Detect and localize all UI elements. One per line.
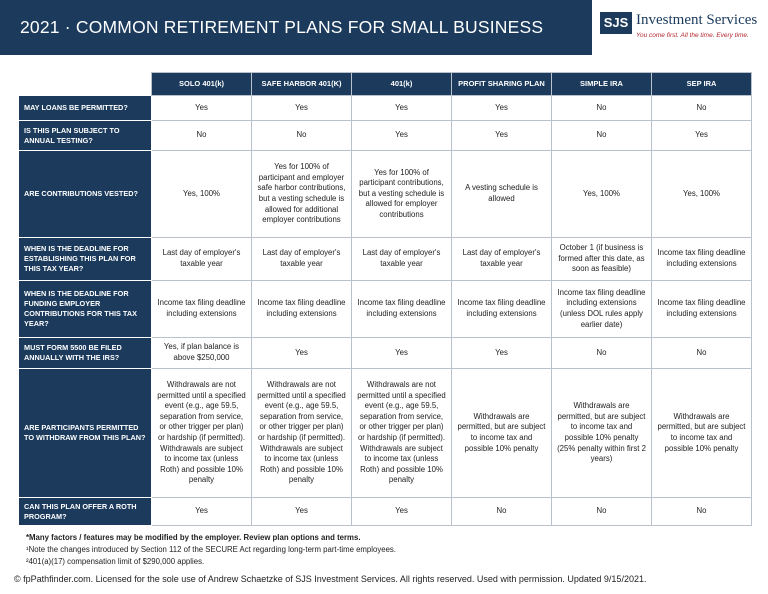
table-cell: No: [151, 120, 252, 151]
table-cell: A vesting schedule is allowed: [451, 150, 552, 238]
table-cell: Yes: [651, 120, 752, 151]
copyright: © fpPathfinder.com. Licensed for the sol…: [14, 574, 647, 584]
table-cell: Yes: [351, 95, 452, 121]
logo-name: Investment Services: [636, 12, 758, 28]
table-cell: Yes for 100% of participant contribution…: [351, 150, 452, 238]
row-label: ARE CONTRIBUTIONS VESTED?: [18, 150, 152, 238]
table-row: CAN THIS PLAN OFFER A ROTH PROGRAM? Yes Ye…: [18, 497, 752, 526]
row-label: IS THIS PLAN SUBJECT TO ANNUAL TESTING?: [18, 120, 152, 151]
table-cell: Yes: [351, 120, 452, 151]
table-cell: Income tax filing deadline including ext…: [651, 237, 752, 281]
table-cell: Income tax filing deadline including ext…: [351, 280, 452, 338]
header-row: SOLO 401(k) SAFE HARBOR 401(K) 401(k) PROFI…: [18, 72, 752, 96]
column-header: SAFE HARBOR 401(K): [251, 72, 352, 96]
table-cell: Yes for 100% of participant and employer…: [251, 150, 352, 238]
table-cell: Last day of employer's taxable year: [351, 237, 452, 281]
table-cell: Yes: [351, 337, 452, 369]
table-cell: Withdrawals are permitted, but are subje…: [451, 368, 552, 498]
table-row: ARE PARTICIPANTS PERMITTED TO WITHDRAW F…: [18, 368, 752, 498]
table-row: WHEN IS THE DEADLINE FOR ESTABLISHING TH…: [18, 237, 752, 281]
footnote: *Many factors / features may be modified…: [26, 533, 361, 542]
row-label: CAN THIS PLAN OFFER A ROTH PROGRAM?: [18, 497, 152, 526]
table-cell: Income tax filing deadline including ext…: [151, 280, 252, 338]
table-cell: Yes, 100%: [551, 150, 652, 238]
table-cell: Income tax filing deadline including ext…: [451, 280, 552, 338]
table-cell: No: [651, 497, 752, 526]
column-header: SEP IRA: [651, 72, 752, 96]
table-row: IS THIS PLAN SUBJECT TO ANNUAL TESTING? N…: [18, 120, 752, 151]
comparison-table: SOLO 401(k) SAFE HARBOR 401(K) 401(k) PROFI…: [18, 72, 752, 526]
table-row: MAY LOANS BE PERMITTED? Yes Yes Yes Yes No No: [18, 95, 752, 121]
column-header: SIMPLE IRA: [551, 72, 652, 96]
row-label: WHEN IS THE DEADLINE FOR FUNDING EMPLOYE…: [18, 280, 152, 338]
table-cell: Yes: [251, 497, 352, 526]
table-cell: No: [551, 120, 652, 151]
row-label: MUST FORM 5500 BE FILED ANNUALLY WITH TH…: [18, 337, 152, 369]
table-cell: No: [451, 497, 552, 526]
table-cell: No: [551, 337, 652, 369]
footnote: ²401(a)(17) compensation limit of $290,0…: [26, 557, 205, 566]
logo-mark: SJS: [600, 12, 632, 34]
table-row: ARE CONTRIBUTIONS VESTED? Yes, 100% Yes fo…: [18, 150, 752, 238]
table-cell: No: [551, 95, 652, 121]
title-bar: 2021 · COMMON RETIREMENT PLANS FOR SMALL…: [0, 0, 592, 92]
table-cell: Withdrawals are not permitted until a sp…: [351, 368, 452, 498]
row-label: MAY LOANS BE PERMITTED?: [18, 95, 152, 121]
table-cell: Yes, 100%: [151, 150, 252, 238]
table-cell: No: [651, 95, 752, 121]
table-cell: Yes: [451, 120, 552, 151]
table-cell: Withdrawals are not permitted until a sp…: [151, 368, 252, 498]
table-cell: No: [651, 337, 752, 369]
table-row: WHEN IS THE DEADLINE FOR FUNDING EMPLOYE…: [18, 280, 752, 338]
column-header: SOLO 401(k): [151, 72, 252, 96]
table-cell: Income tax filing deadline including ext…: [651, 280, 752, 338]
row-label: WHEN IS THE DEADLINE FOR ESTABLISHING TH…: [18, 237, 152, 281]
table-cell: Yes: [451, 95, 552, 121]
table-cell: Withdrawals are not permitted until a sp…: [251, 368, 352, 498]
table-cell: Yes, 100%: [651, 150, 752, 238]
footnote: ¹Note the changes introduced by Section …: [26, 545, 396, 554]
table-cell: Last day of employer's taxable year: [451, 237, 552, 281]
table-cell: Yes: [151, 95, 252, 121]
table-cell: Withdrawals are permitted, but are subje…: [551, 368, 652, 498]
corner-cell: [18, 72, 152, 96]
table-cell: Yes: [151, 497, 252, 526]
table-cell: October 1 (if business is formed after t…: [551, 237, 652, 281]
table-cell: Income tax filing deadline including ext…: [551, 280, 652, 338]
table-cell: Income tax filing deadline including ext…: [251, 280, 352, 338]
column-header: PROFIT SHARING PLAN: [451, 72, 552, 96]
table-cell: Yes, if plan balance is above $250,000: [151, 337, 252, 369]
table-cell: Yes: [251, 95, 352, 121]
table-cell: Yes: [251, 337, 352, 369]
table-cell: Last day of employer's taxable year: [251, 237, 352, 281]
row-label: ARE PARTICIPANTS PERMITTED TO WITHDRAW F…: [18, 368, 152, 498]
logo: SJS Investment Services You come first. …: [600, 12, 768, 42]
table-cell: No: [551, 497, 652, 526]
table-cell: Yes: [351, 497, 452, 526]
table-cell: Withdrawals are permitted, but are subje…: [651, 368, 752, 498]
table-row: MUST FORM 5500 BE FILED ANNUALLY WITH TH…: [18, 337, 752, 369]
logo-tagline: You come first. All the time. Every time…: [636, 32, 749, 39]
table-cell: Yes: [451, 337, 552, 369]
table-cell: Last day of employer's taxable year: [151, 237, 252, 281]
column-header: 401(k): [351, 72, 452, 96]
table-cell: No: [251, 120, 352, 151]
